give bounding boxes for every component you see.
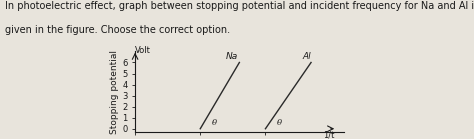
Text: Volt: Volt	[135, 46, 151, 55]
Text: Na: Na	[226, 52, 237, 61]
Text: θ: θ	[277, 119, 283, 127]
Text: θ: θ	[212, 119, 217, 127]
Y-axis label: Stopping potential: Stopping potential	[110, 50, 119, 134]
Text: In photoelectric effect, graph between stopping potential and incident frequency: In photoelectric effect, graph between s…	[5, 1, 474, 11]
Text: Al: Al	[303, 52, 311, 61]
Text: 1/t: 1/t	[323, 130, 335, 139]
Text: given in the figure. Choose the correct option.: given in the figure. Choose the correct …	[5, 25, 230, 35]
